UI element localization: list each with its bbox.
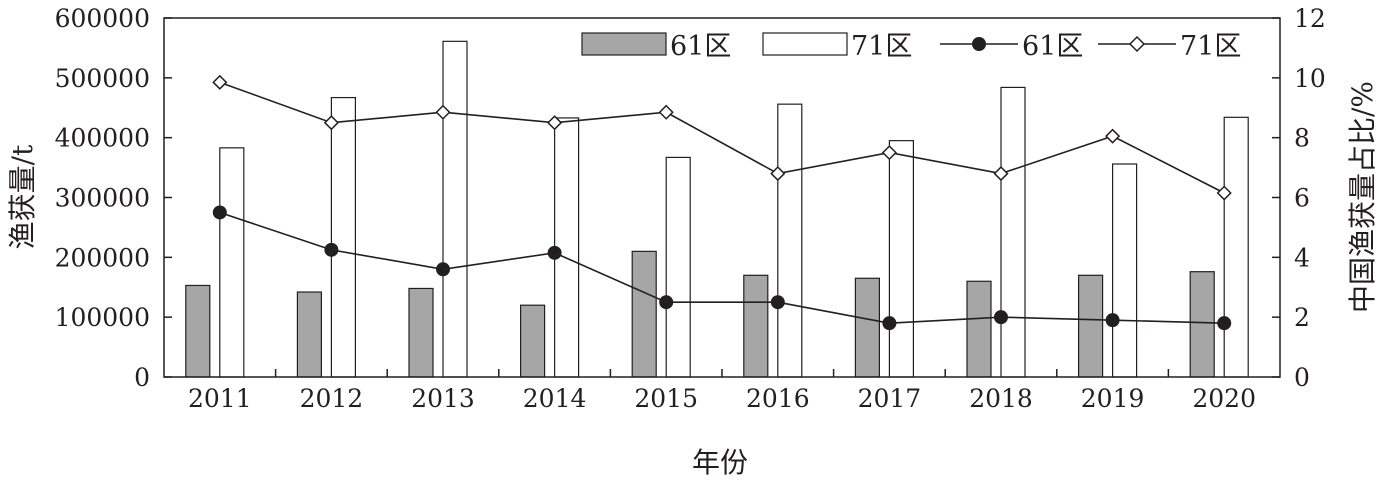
legend-label-bar-71: 71区: [851, 31, 912, 62]
bar-61-2015: [631, 250, 657, 378]
x-tick-2019: 2019: [1081, 384, 1145, 413]
x-tick-2018: 2018: [969, 384, 1033, 413]
y-tick-left-200000: 200000: [55, 243, 150, 272]
point-71-2012: [323, 115, 339, 131]
line-71-path: [219, 81, 1225, 194]
y-tick-right-0: 0: [1294, 363, 1310, 392]
bar-61-2011: [185, 284, 211, 378]
point-61-2016: [770, 295, 785, 310]
point-61-2019: [1105, 313, 1120, 328]
y-tick-right-12: 12: [1294, 4, 1326, 33]
legend-marker-71: [1128, 35, 1146, 53]
bar-71-2011: [219, 147, 245, 378]
line-61: [212, 205, 1232, 331]
bar-61-2013: [408, 287, 434, 378]
y-tick-right-2: 2: [1294, 303, 1310, 332]
legend-label-line-71: 71区: [1180, 31, 1241, 62]
x-tick-2020: 2020: [1192, 384, 1256, 413]
bar-61-2018: [966, 280, 992, 378]
point-61-2017: [882, 316, 897, 331]
y-tick-left-300000: 300000: [55, 184, 150, 213]
point-71-2016: [770, 166, 786, 182]
y-tick-right-4: 4: [1294, 243, 1310, 272]
bar-71-2019: [1111, 163, 1138, 378]
point-71-2020: [1216, 185, 1232, 201]
x-tick-2017: 2017: [858, 384, 922, 413]
x-axis-title: 年份: [692, 446, 748, 479]
x-tick-2016: 2016: [746, 384, 810, 413]
point-71-2017: [881, 145, 897, 161]
y-tick-right-8: 8: [1294, 124, 1310, 153]
point-61-2011: [212, 205, 227, 220]
x-tick-2013: 2013: [411, 384, 475, 413]
bar-71-2012: [330, 96, 356, 378]
point-61-2015: [659, 295, 674, 310]
point-61-2013: [436, 262, 450, 277]
legend-label-bar-61: 61区: [670, 31, 731, 62]
legend-swatch-bar-71: [762, 32, 848, 56]
x-tick-2015: 2015: [634, 384, 698, 413]
y-tick-left-0: 0: [134, 363, 150, 392]
legend: 61区 71区 61区 71区: [581, 31, 1241, 62]
bar-61-2020: [1189, 271, 1215, 378]
y-tick-left-100000: 100000: [55, 303, 150, 332]
y-tick-left-400000: 400000: [55, 124, 150, 153]
point-71-2014: [547, 115, 563, 131]
bar-61-2019: [1077, 274, 1104, 378]
y-tick-right-6: 6: [1294, 184, 1310, 213]
y-axis-title-right: 中国渔获量占比/%: [1346, 81, 1379, 313]
point-71-2015: [658, 104, 674, 120]
line-61-path: [219, 211, 1225, 324]
legend-swatch-bar-61: [581, 32, 667, 56]
bar-71-2018: [1000, 86, 1026, 378]
bars-61: [185, 250, 1215, 378]
y-tick-left-500000: 500000: [55, 64, 150, 93]
bar-61-2016: [743, 274, 769, 378]
axis-ticks: 0 100000 200000 300000 400000 500000 600000 0 2 4…: [55, 4, 1326, 413]
y-tick-right-10: 10: [1294, 64, 1326, 93]
bar-71-2020: [1223, 116, 1249, 378]
x-tick-2012: 2012: [300, 384, 364, 413]
point-71-2011: [212, 74, 228, 90]
x-tick-2014: 2014: [523, 384, 587, 413]
bar-71-2017: [888, 140, 915, 378]
legend-label-line-61: 61区: [1022, 31, 1083, 62]
point-61-2014: [547, 245, 562, 260]
line-71: [212, 74, 1232, 201]
point-61-2020: [1217, 316, 1232, 331]
point-71-2019: [1105, 128, 1121, 144]
bar-71-2015: [665, 156, 691, 378]
bar-61-2012: [296, 291, 322, 378]
point-71-2018: [993, 166, 1009, 182]
point-71-2013: [435, 104, 451, 120]
x-tick-2011: 2011: [188, 384, 252, 413]
bar-61-2014: [519, 304, 546, 378]
point-61-2012: [324, 242, 339, 257]
bar-71-2013: [442, 40, 468, 378]
y-tick-left-600000: 600000: [55, 4, 150, 33]
bar-61-2017: [854, 277, 881, 378]
legend-marker-61: [972, 37, 986, 51]
bars-71: [219, 40, 1249, 378]
point-61-2018: [994, 310, 1008, 325]
y-axis-title-left: 渔获量/t: [6, 144, 39, 249]
bar-71-2016: [777, 103, 803, 378]
